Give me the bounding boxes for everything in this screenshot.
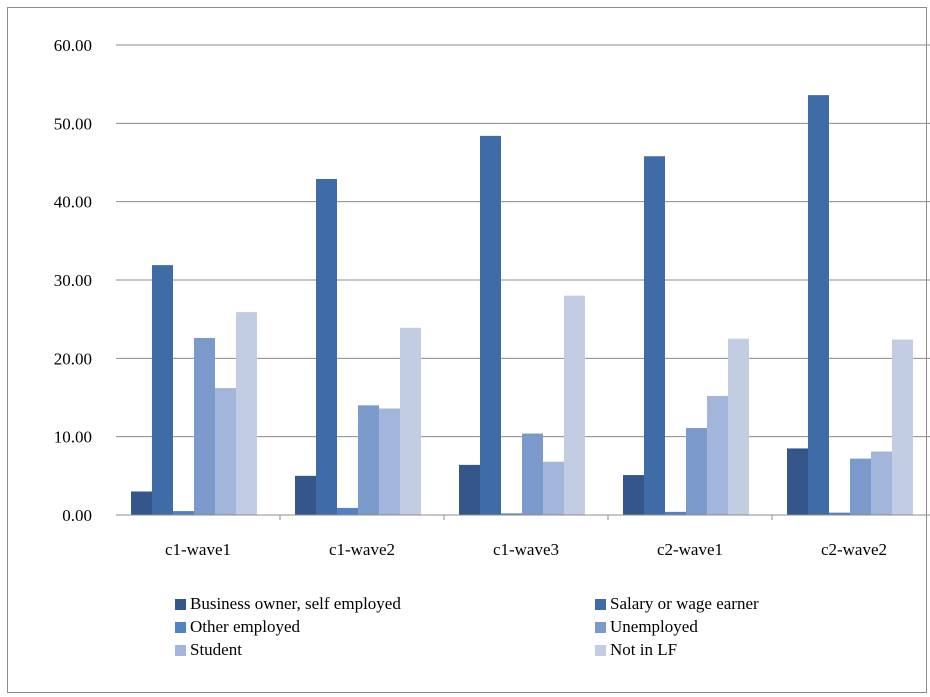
legend-item: Salary or wage earner — [595, 594, 775, 614]
y-tick-label: 0.00 — [62, 506, 92, 525]
bar-c2-wave2-3 — [829, 512, 850, 515]
legend-item: Unemployed — [595, 617, 775, 637]
y-tick-label: 10.00 — [54, 428, 92, 447]
legend-label: Not in LF — [610, 640, 678, 659]
legend-label: Other employed — [190, 617, 300, 636]
bar-c1-wave2-1 — [295, 475, 316, 515]
bar-c1-wave1-2 — [152, 265, 173, 515]
x-tick-label: c2-wave2 — [821, 540, 887, 559]
legend-swatch — [175, 598, 186, 610]
legend-item: Student — [175, 640, 595, 660]
bar-c1-wave3-2 — [480, 135, 501, 515]
bar-c2-wave1-5 — [707, 395, 728, 515]
bar-c1-wave1-5 — [215, 388, 236, 515]
legend-swatch — [595, 598, 606, 610]
bar-c2-wave2-2 — [808, 95, 829, 515]
legend-item: Not in LF — [595, 640, 775, 660]
bar-c2-wave1-1 — [623, 475, 644, 515]
bar-c1-wave3-1 — [459, 464, 480, 515]
bar-c2-wave2-4 — [850, 458, 871, 515]
y-tick-label: 60.00 — [54, 36, 92, 55]
bar-c1-wave3-6 — [564, 295, 585, 515]
bar-c1-wave3-5 — [543, 461, 564, 515]
bar-c2-wave1-6 — [728, 338, 749, 515]
legend-swatch — [595, 644, 606, 656]
legend-swatch — [175, 621, 186, 633]
legend-label: Unemployed — [610, 617, 698, 636]
bar-c1-wave1-6 — [236, 312, 257, 515]
y-tick-label: 20.00 — [54, 349, 92, 368]
legend: Business owner, self employed Salary or w… — [175, 594, 759, 660]
bars — [131, 95, 913, 515]
legend-swatch — [175, 644, 186, 656]
y-tick-label: 30.00 — [54, 271, 92, 290]
x-axis-tick-labels: c1-wave1 c1-wave2 c1-wave3 c2-wave1 c2-wave2 — [165, 515, 887, 559]
bar-c2-wave2-6 — [892, 339, 913, 515]
x-tick-label: c1-wave1 — [165, 540, 231, 559]
legend-label: Student — [190, 640, 242, 659]
bar-c2-wave1-2 — [644, 156, 665, 515]
bar-c1-wave3-3 — [501, 513, 522, 515]
bar-c1-wave1-3 — [173, 511, 194, 515]
bar-c1-wave2-6 — [400, 327, 421, 515]
bar-c1-wave1-4 — [194, 337, 215, 515]
x-tick-label: c1-wave2 — [329, 540, 395, 559]
bar-c2-wave2-5 — [871, 451, 892, 515]
bar-c1-wave2-2 — [316, 178, 337, 515]
legend-swatch — [595, 621, 606, 633]
bar-c1-wave3-4 — [522, 433, 543, 515]
y-tick-label: 40.00 — [54, 193, 92, 212]
y-axis-tick-labels: 0.00 10.00 20.00 30.00 40.00 50.00 60.00 — [54, 36, 92, 525]
bar-c2-wave2-1 — [787, 448, 808, 515]
x-tick-label: c2-wave1 — [657, 540, 723, 559]
legend-item: Business owner, self employed — [175, 594, 595, 614]
x-tick-label: c1-wave3 — [493, 540, 559, 559]
bar-c2-wave1-4 — [686, 428, 707, 515]
bar-c1-wave2-5 — [379, 408, 400, 515]
legend-label: Salary or wage earner — [610, 594, 759, 613]
bar-c2-wave1-3 — [665, 511, 686, 515]
legend-item: Other employed — [175, 617, 595, 637]
bar-c1-wave1-1 — [131, 491, 152, 515]
bar-c1-wave2-4 — [358, 405, 379, 515]
legend-label: Business owner, self employed — [190, 594, 401, 613]
bar-c1-wave2-3 — [337, 507, 358, 515]
y-tick-label: 50.00 — [54, 114, 92, 133]
